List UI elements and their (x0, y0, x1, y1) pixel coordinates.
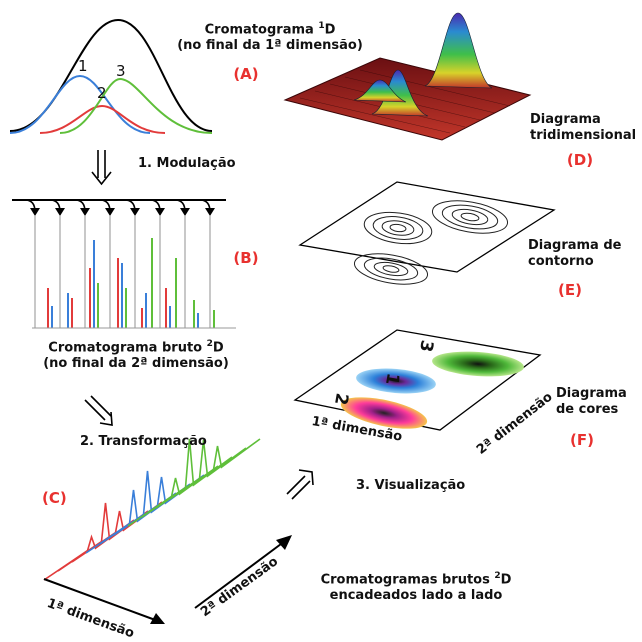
modulation-arrowhead (130, 208, 140, 216)
stacked-trace (169, 438, 261, 500)
panel-a-subtitle: (no final da 1ª dimensão) (177, 38, 363, 54)
panel-a-tag: (A) (233, 65, 259, 83)
panel-b-title: Cromatograma bruto 2D (no final da 2ª di… (12, 336, 260, 372)
modulation-arrow (91, 150, 112, 186)
panel-a-title: Cromatograma 1D (no final da 1ª dimensão… (150, 18, 390, 54)
raw-chromatogram-2d (12, 199, 236, 329)
stacked-chromatograms (43, 438, 261, 581)
peak-3-curve (59, 77, 213, 134)
panel-b-title-dim: D (212, 340, 224, 356)
panel-a-title-text: Cromatograma (204, 22, 319, 38)
transformation-arrow (84, 395, 113, 426)
chromatogram-1d (9, 18, 213, 134)
panel-c-caption-text: Cromatogramas brutos (320, 572, 495, 588)
peak-label-3: 3 (116, 62, 126, 80)
panel-a-title-dim: D (324, 22, 336, 38)
peak-label-1: 1 (78, 57, 88, 75)
color-peak-1 (356, 368, 436, 394)
contour-plot (298, 181, 556, 285)
panel-d-label: Diagrama tridimensional (530, 112, 636, 144)
panel-f-label-line2: de cores (556, 402, 619, 417)
modulation-arrowhead (155, 208, 165, 216)
panel-b-tag: (B) (233, 249, 259, 267)
panel-e-tag: (E) (558, 281, 582, 299)
color-peak-label-3: 3 (415, 338, 437, 354)
panel-e-label: Diagrama de contorno (528, 238, 621, 270)
step-3-label: 3. Visualização (356, 478, 466, 493)
step-2-label: 2. Transformação (80, 434, 207, 449)
stack-axis-2 (194, 535, 292, 609)
color-peak-label-2: 2 (330, 391, 352, 407)
panel-b-title-text: Cromatograma bruto (48, 340, 207, 356)
panel-c-tag: (C) (42, 489, 67, 507)
color-peak-3 (432, 351, 524, 377)
panel-b-title-sup: 2 (206, 339, 213, 349)
surface-plot-3d (283, 12, 532, 141)
stack-axis-1 (43, 578, 165, 624)
panel-f-tag: (F) (570, 431, 594, 449)
panel-f-label: Diagrama de cores (556, 386, 627, 418)
panel-c-caption: Cromatogramas brutos 2D encadeados lado … (300, 568, 532, 604)
modulation-arrowhead (30, 208, 40, 216)
panel-c-caption-line2: encadeados lado a lado (329, 588, 503, 604)
panel-a-title-sup: 1 (318, 21, 325, 31)
panel-c-caption-dim: D (500, 572, 512, 588)
panel-f-label-line1: Diagrama (556, 386, 627, 401)
panel-d-tag: (D) (566, 151, 594, 169)
panel-b-subtitle: (no final da 2ª dimensão) (43, 356, 229, 372)
modulation-markers (24, 199, 215, 328)
color-peak-2 (340, 397, 428, 429)
panel-d-label-line2: tridimensional (530, 128, 637, 143)
diagram-canvas (9, 12, 556, 624)
raw-peaks (47, 238, 215, 328)
modulation-arrowhead (180, 208, 190, 216)
color-peak-label-1: 1 (381, 371, 403, 387)
step-1-label: 1. Modulação (138, 156, 236, 171)
modulation-arrowhead (55, 208, 65, 216)
modulation-arrowhead (105, 208, 115, 216)
surface-peak-3 (424, 12, 493, 89)
peak-label-2: 2 (97, 84, 107, 102)
peak-1-curve (9, 74, 151, 134)
panel-e-label-line1: Diagrama de (528, 238, 622, 253)
panel-e-label-line2: contorno (528, 254, 594, 269)
visualization-arrow (286, 469, 314, 500)
contour-plane (298, 181, 556, 273)
surface-peak-2 (353, 79, 407, 103)
panel-d-label-line1: Diagrama (530, 112, 601, 127)
color-plot (293, 329, 542, 431)
modulation-arrowhead (205, 208, 215, 216)
peak-2-curve (39, 104, 166, 134)
modulation-arrowhead (80, 208, 90, 216)
panel-c-caption-sup: 2 (494, 571, 501, 581)
